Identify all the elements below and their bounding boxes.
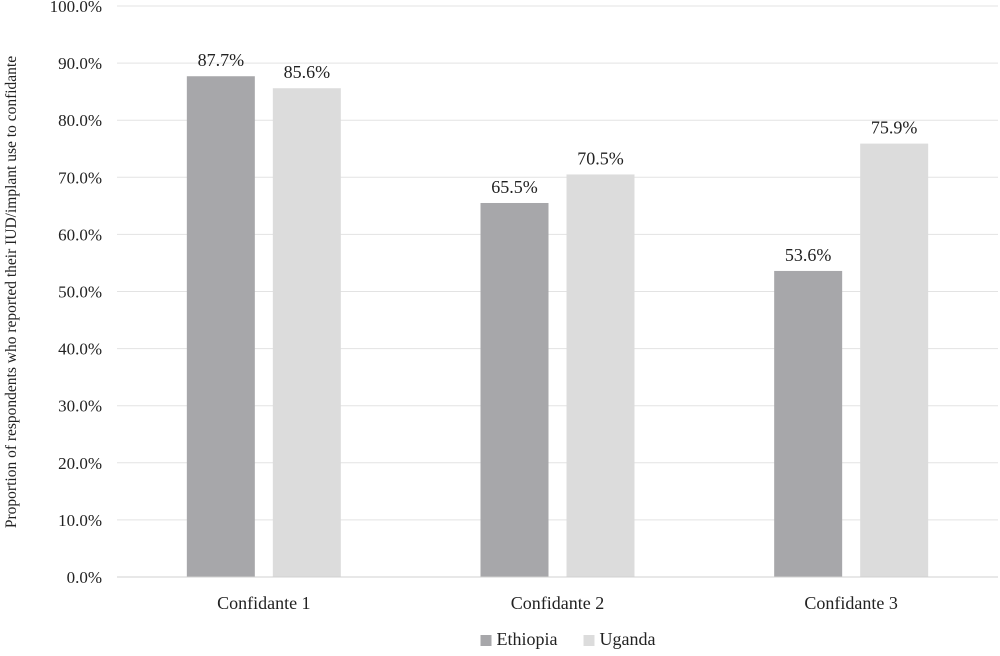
category-label: Confidante 2: [511, 593, 604, 613]
data-label: 75.9%: [871, 118, 918, 138]
y-tick-label: 50.0%: [58, 283, 102, 302]
data-label: 85.6%: [284, 62, 331, 82]
y-tick-label: 40.0%: [58, 340, 102, 359]
legend: Ethiopia Uganda: [480, 629, 656, 649]
y-tick-label: 10.0%: [58, 511, 102, 530]
data-label: 87.7%: [198, 50, 245, 70]
data-label: 53.6%: [785, 245, 832, 265]
bar-ethiopia: [480, 202, 549, 577]
y-tick-label: 70.0%: [58, 168, 102, 187]
bar-uganda: [566, 174, 635, 577]
data-label: 65.5%: [491, 177, 538, 197]
y-axis-tick-labels: 0.0% 10.0% 20.0% 30.0% 40.0% 50.0% 60.0% 70.0% 8…: [50, 0, 102, 587]
y-tick-label: 80.0%: [58, 111, 102, 130]
gridlines: [117, 5, 998, 521]
legend-swatch-ethiopia: [480, 635, 492, 646]
bar-uganda: [860, 143, 929, 577]
data-labels: 87.7% 85.6% 65.5% 70.5% 53.6% 75.9%: [198, 50, 918, 265]
y-tick-label: 100.0%: [50, 0, 102, 16]
y-tick-label: 30.0%: [58, 397, 102, 416]
legend-swatch-uganda: [583, 635, 595, 646]
bars: [186, 76, 929, 577]
legend-label: Uganda: [600, 629, 656, 649]
bar-uganda: [272, 88, 341, 577]
y-tick-label: 90.0%: [58, 54, 102, 73]
bar-ethiopia: [774, 270, 843, 577]
y-tick-label: 60.0%: [58, 225, 102, 244]
y-tick-label: 0.0%: [67, 568, 102, 587]
category-label: Confidante 3: [804, 593, 897, 613]
legend-label: Ethiopia: [497, 629, 558, 649]
category-label: Confidante 1: [217, 593, 310, 613]
data-label: 70.5%: [577, 148, 624, 168]
y-axis-label: Proportion of respondents who reported t…: [3, 56, 20, 528]
bar-ethiopia: [186, 76, 255, 577]
y-tick-label: 20.0%: [58, 454, 102, 473]
category-labels: Confidante 1 Confidante 2 Confidante 3: [217, 593, 898, 613]
